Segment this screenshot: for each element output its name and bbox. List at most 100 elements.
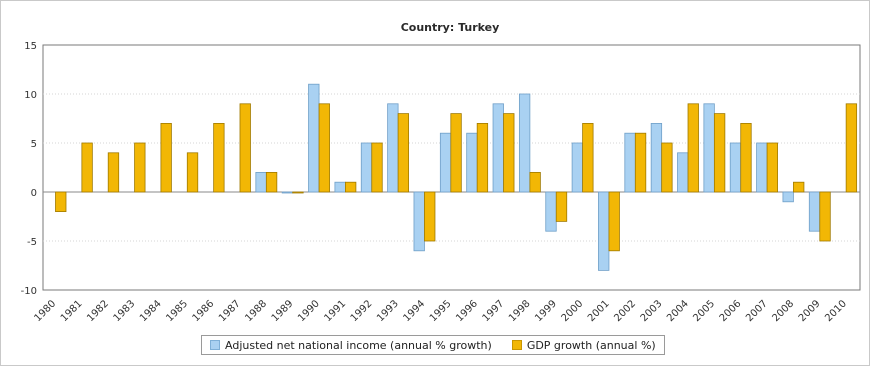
- x-tick-label: 1990: [296, 298, 322, 324]
- bar-adjusted-net-national-income: [518, 93, 531, 193]
- x-tick-label: 1983: [112, 298, 138, 324]
- bar-gdp-growth: [766, 142, 778, 193]
- x-tick-label: 2000: [560, 298, 586, 324]
- x-tick-label: 1984: [138, 298, 164, 324]
- x-tick-label: 2006: [718, 298, 744, 324]
- bars: [55, 83, 858, 271]
- bar-gdp-growth: [55, 191, 67, 213]
- bar-adjusted-net-national-income: [624, 132, 636, 193]
- bar-gdp-growth: [819, 191, 831, 242]
- x-tick-label: 1986: [191, 298, 217, 324]
- x-tick-label: 1995: [428, 298, 454, 324]
- bar-adjusted-net-national-income: [387, 103, 399, 193]
- bar-gdp-growth: [81, 142, 93, 193]
- chart-title: Country: Turkey: [401, 21, 500, 34]
- bar-gdp-growth: [687, 103, 699, 193]
- bar-gdp-growth: [793, 181, 805, 193]
- bar-gdp-growth: [503, 113, 515, 193]
- x-tick-label: 2007: [744, 298, 770, 324]
- bar-gdp-growth: [134, 142, 146, 193]
- x-tick-label: 2001: [586, 298, 612, 324]
- bar-gdp-growth: [239, 103, 251, 193]
- bar-gdp-growth: [608, 191, 620, 252]
- y-tick-label: -5: [27, 237, 37, 248]
- bar-adjusted-net-national-income: [677, 152, 689, 193]
- bar-adjusted-net-national-income: [545, 191, 557, 232]
- x-tick-label: 1991: [322, 298, 348, 324]
- x-tick-label: 1998: [507, 298, 533, 324]
- bar-adjusted-net-national-income: [650, 123, 663, 193]
- bar-adjusted-net-national-income: [598, 191, 610, 271]
- bar-gdp-growth: [318, 103, 330, 193]
- y-tick-label: 0: [31, 188, 37, 199]
- bar-gdp-growth: [424, 191, 436, 242]
- legend-swatch-income: [210, 340, 220, 350]
- x-tick-label: 1999: [533, 298, 559, 324]
- bar-gdp-growth: [476, 123, 489, 193]
- bar-gdp-growth: [265, 171, 278, 193]
- x-tick-label: 2010: [823, 298, 849, 324]
- bar-adjusted-net-national-income: [360, 142, 373, 193]
- bar-adjusted-net-national-income: [334, 181, 346, 193]
- bar-gdp-growth: [661, 142, 673, 193]
- x-tick-label: 2002: [612, 298, 638, 324]
- x-tick-label: 1997: [481, 298, 507, 324]
- bar-adjusted-net-national-income: [413, 191, 425, 252]
- bar-adjusted-net-national-income: [729, 142, 742, 193]
- legend-label-income: Adjusted net national income (annual % g…: [225, 338, 492, 352]
- x-tick-label: 1988: [243, 298, 269, 324]
- x-tick-label: 1993: [375, 298, 401, 324]
- x-tick-label: 2008: [770, 298, 796, 324]
- bar-adjusted-net-national-income: [756, 142, 768, 193]
- x-tick-label: 1989: [270, 298, 296, 324]
- x-axis: 1980 1981 1982 1983 1984 1985 1986 1987 1988 1989…: [33, 298, 849, 324]
- x-tick-label: 2003: [639, 298, 665, 324]
- bar-gdp-growth: [450, 113, 462, 193]
- bar-adjusted-net-national-income: [703, 103, 715, 193]
- bar-adjusted-net-national-income: [492, 103, 504, 193]
- bar-gdp-growth: [160, 123, 172, 193]
- x-tick-label: 1982: [85, 298, 111, 324]
- bar-gdp-growth: [713, 113, 726, 193]
- bar-gdp-growth: [582, 123, 594, 193]
- y-axis: -10 -5 0 5 10 15: [21, 41, 37, 297]
- bar-gdp-growth: [107, 152, 120, 193]
- bar-gdp-growth: [292, 191, 304, 194]
- bar-adjusted-net-national-income: [808, 191, 821, 232]
- x-tick-label: 1985: [164, 298, 190, 324]
- bar-gdp-growth: [845, 103, 858, 193]
- x-tick-label: 1996: [454, 298, 480, 324]
- bar-gdp-growth: [740, 123, 752, 193]
- x-tick-label: 2005: [691, 298, 717, 324]
- bar-gdp-growth: [371, 142, 383, 193]
- y-tick-label: 10: [24, 90, 37, 101]
- legend-item-gdp-growth: GDP growth (annual %): [511, 339, 656, 352]
- bar-adjusted-net-national-income: [782, 191, 794, 203]
- bar-adjusted-net-national-income: [255, 171, 267, 193]
- x-tick-label: 1980: [33, 298, 59, 324]
- bar-gdp-growth: [345, 181, 357, 193]
- x-tick-label: 2009: [797, 298, 823, 324]
- legend-item-adjusted-net-national-income: Adjusted net national income (annual % g…: [210, 339, 492, 352]
- bar-adjusted-net-national-income: [308, 83, 320, 193]
- bar-gdp-growth: [186, 152, 199, 193]
- legend: Adjusted net national income (annual % g…: [201, 335, 665, 355]
- x-tick-label: 1987: [217, 298, 243, 324]
- x-tick-label: 1994: [401, 298, 427, 324]
- bar-gdp-growth: [634, 132, 647, 193]
- x-tick-label: 1992: [349, 298, 375, 324]
- bar-adjusted-net-national-income: [466, 132, 478, 193]
- x-tick-label: 2004: [665, 298, 691, 324]
- bar-gdp-growth: [397, 113, 410, 193]
- bar-adjusted-net-national-income: [571, 142, 583, 193]
- bar-adjusted-net-national-income: [281, 191, 294, 194]
- legend-swatch-gdp: [511, 340, 522, 350]
- bar-gdp-growth: [529, 171, 541, 193]
- y-tick-label: 5: [31, 139, 37, 150]
- bar-gdp-growth: [213, 123, 225, 193]
- y-tick-label: -10: [21, 286, 37, 297]
- bar-adjusted-net-national-income: [439, 132, 452, 193]
- x-tick-label: 1981: [59, 298, 85, 324]
